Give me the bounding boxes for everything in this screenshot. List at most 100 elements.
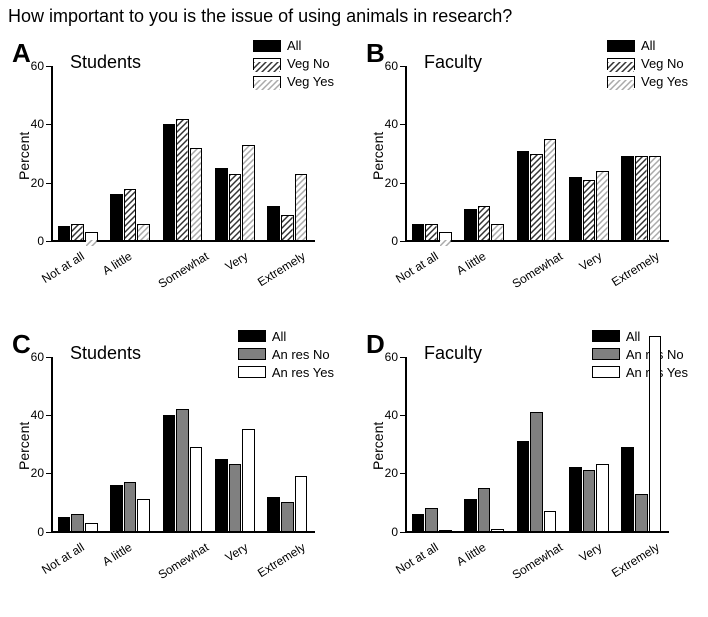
xtick-label: Not at all xyxy=(39,540,87,577)
bar xyxy=(229,174,242,241)
xtick-label: Not at all xyxy=(39,249,87,286)
bar xyxy=(215,459,228,532)
xtick-label: Somewhat xyxy=(510,540,566,582)
bar xyxy=(267,206,280,241)
ytick-label: 0 xyxy=(376,525,398,539)
ytick xyxy=(46,124,51,125)
bar xyxy=(295,174,308,241)
legend-swatch xyxy=(253,40,281,52)
ytick-label: 0 xyxy=(22,234,44,248)
bar xyxy=(137,499,150,531)
ytick xyxy=(46,532,51,533)
ytick-label: 40 xyxy=(376,117,398,131)
xtick-label: A little xyxy=(453,540,488,569)
ytick-label: 40 xyxy=(376,408,398,422)
bar xyxy=(85,523,98,532)
ytick xyxy=(400,66,405,67)
xtick-label: Somewhat xyxy=(156,249,212,291)
y-axis xyxy=(51,66,53,241)
y-axis-label: Percent xyxy=(16,422,32,470)
y-axis xyxy=(405,66,407,241)
legend-swatch xyxy=(592,330,620,342)
figure-title: How important to you is the issue of usi… xyxy=(8,6,512,27)
ytick xyxy=(46,183,51,184)
bar xyxy=(190,447,203,532)
bar xyxy=(71,224,84,242)
bar xyxy=(544,511,557,531)
bar xyxy=(295,476,308,531)
bar xyxy=(569,177,582,241)
xtick-label: Not at all xyxy=(393,249,441,286)
ytick xyxy=(400,532,405,533)
bar xyxy=(478,488,491,532)
bar xyxy=(530,154,543,242)
bar xyxy=(281,502,294,531)
xtick-label: Somewhat xyxy=(156,540,212,582)
bar xyxy=(242,145,255,241)
xtick-label: A little xyxy=(99,249,134,278)
xtick-label: Extremely xyxy=(609,249,662,289)
ytick xyxy=(400,183,405,184)
xtick-label: A little xyxy=(99,540,134,569)
bar xyxy=(439,232,452,241)
bar xyxy=(635,156,648,241)
ytick-label: 60 xyxy=(376,350,398,364)
bar xyxy=(281,215,294,241)
panel-b: BFacultyAllVeg NoVeg Yes0204060Not at al… xyxy=(354,36,708,327)
y-axis-label: Percent xyxy=(16,131,32,179)
bar xyxy=(517,441,530,531)
panel-a: AStudentsAllVeg NoVeg Yes0204060Not at a… xyxy=(0,36,354,327)
bar xyxy=(621,447,634,532)
ytick-label: 60 xyxy=(22,350,44,364)
bar xyxy=(530,412,543,532)
bar xyxy=(583,180,596,241)
bar xyxy=(137,224,150,242)
bar xyxy=(517,151,530,241)
chart-area: 0204060Not at allA littleSomewhatVeryExt… xyxy=(406,66,668,241)
bar xyxy=(190,148,203,241)
ytick-label: 40 xyxy=(22,117,44,131)
panel-d: DFacultyAllAn res NoAn res Yes0204060Not… xyxy=(354,327,708,617)
bar xyxy=(412,514,425,532)
xtick-label: Not at all xyxy=(393,540,441,577)
bar xyxy=(229,464,242,531)
chart-area: 0204060Not at allA littleSomewhatVeryExt… xyxy=(52,66,314,241)
ytick xyxy=(400,357,405,358)
bar xyxy=(163,415,176,532)
ytick-label: 60 xyxy=(22,59,44,73)
y-axis-label: Percent xyxy=(370,131,386,179)
bar xyxy=(85,232,98,241)
ytick-label: 0 xyxy=(376,234,398,248)
ytick xyxy=(400,124,405,125)
ytick-label: 40 xyxy=(22,408,44,422)
xtick-label: Extremely xyxy=(255,249,308,289)
bar xyxy=(110,485,123,532)
bar xyxy=(439,530,452,532)
y-axis-label: Percent xyxy=(370,422,386,470)
legend-swatch xyxy=(238,330,266,342)
legend-label: All xyxy=(287,38,301,53)
y-axis xyxy=(405,357,407,532)
legend-label: All xyxy=(272,329,286,344)
bar xyxy=(58,517,71,532)
ytick xyxy=(46,415,51,416)
legend-item: All xyxy=(238,329,334,344)
bar xyxy=(71,514,84,532)
legend-label: All xyxy=(626,329,640,344)
ytick xyxy=(46,473,51,474)
bar xyxy=(425,508,438,531)
bar xyxy=(215,168,228,241)
bar xyxy=(242,429,255,531)
legend-item: All xyxy=(253,38,334,53)
bar xyxy=(464,209,477,241)
ytick xyxy=(46,66,51,67)
ytick xyxy=(46,357,51,358)
panel-c: CStudentsAllAn res NoAn res Yes0204060No… xyxy=(0,327,354,617)
bar xyxy=(491,224,504,242)
bar xyxy=(596,171,609,241)
bar xyxy=(491,529,504,532)
bar xyxy=(110,194,123,241)
xtick-label: A little xyxy=(453,249,488,278)
chart-area: 0204060Not at allA littleSomewhatVeryExt… xyxy=(52,357,314,532)
ytick xyxy=(400,415,405,416)
